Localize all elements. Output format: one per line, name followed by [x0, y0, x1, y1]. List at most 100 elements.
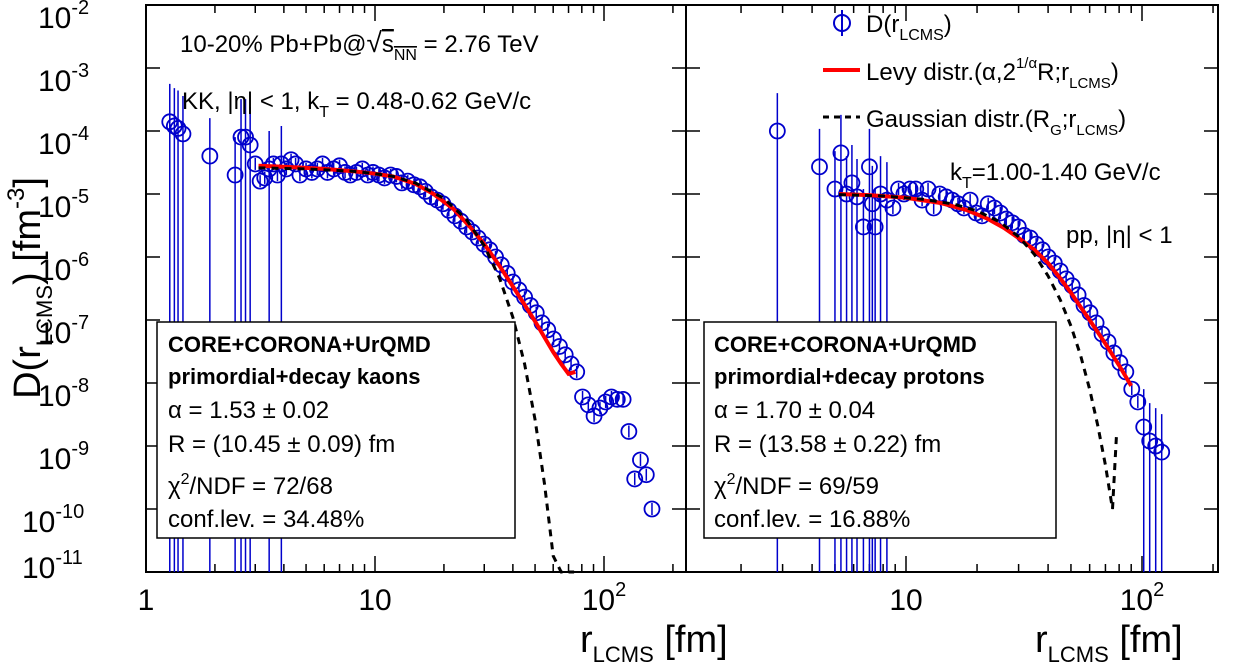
right-x-tick-label-10: 10	[889, 584, 922, 617]
left-data-point	[201, 147, 219, 165]
y-tick-label-1e-8: 10-8	[38, 375, 89, 413]
left-data-point	[597, 393, 615, 411]
left-data-point	[637, 466, 655, 484]
left-x-tick-label-1: 1	[138, 584, 155, 617]
left-x-axis-title: rLCMS [fm]	[580, 619, 728, 662]
left-data-point	[353, 160, 371, 178]
left-data-point	[591, 399, 609, 417]
left-data-point	[226, 166, 244, 184]
right-data-point	[811, 158, 828, 176]
left-x-tick-label-10: 10	[358, 584, 391, 617]
right-x-tick-label-100: 102	[1120, 579, 1165, 617]
right-annotations: kT=1.00-1.40 GeV/c pp, |η| < 1	[950, 159, 1173, 249]
right-fit-chi2: χ2/NDF = 69/59	[714, 471, 879, 500]
right-fit-title-1: CORE+CORONA+UrQMD	[714, 332, 977, 357]
left-data-point	[287, 155, 304, 173]
right-fit-alpha: α = 1.70 ± 0.04	[714, 397, 875, 424]
right-data-point	[866, 218, 884, 236]
left-x-tick-label-100: 102	[582, 579, 627, 617]
left-x-tick-labels: 1 10 102	[138, 579, 627, 617]
left-data-point	[475, 235, 493, 253]
y-tick-label-1e-10: 10-10	[22, 501, 84, 539]
y-tick-label-1e-7: 10-7	[38, 312, 89, 350]
left-kt-label: KK, |η| < 1, kT = 0.48-0.62 GeV/c	[182, 88, 531, 121]
legend-data-marker	[833, 14, 851, 32]
y-tick-label-1e-2: 10-2	[38, 0, 89, 35]
right-data-point	[1009, 218, 1027, 236]
left-data-point	[314, 155, 331, 173]
right-x-tick-labels: 10 102	[889, 579, 1164, 617]
left-data-point	[643, 500, 661, 518]
left-levy-fit-line	[258, 163, 576, 377]
right-data-point	[1135, 418, 1153, 436]
left-data-point	[241, 136, 259, 154]
left-data-point	[556, 346, 574, 364]
left-data-point	[469, 229, 487, 247]
right-data-point	[768, 122, 786, 140]
right-data-point	[1153, 443, 1171, 461]
left-data-point	[463, 223, 481, 241]
left-data-point	[614, 390, 632, 408]
legend-data-entry: D(rLCMS)	[833, 10, 952, 44]
left-fit-alpha: α = 1.53 ± 0.02	[168, 397, 329, 424]
right-fit-conf: conf.lev. = 16.88%	[714, 506, 910, 533]
left-fit-box-frame	[156, 321, 516, 539]
right-plot-frame	[685, 4, 1219, 573]
left-gauss-fit-line	[258, 166, 575, 574]
left-data-point	[256, 169, 274, 187]
y-tick-label-1e-3: 10-3	[38, 60, 89, 98]
right-data-point	[832, 144, 850, 162]
left-annotations: 10-20% Pb+Pb@√sNN = 2.76 TeV KK, |η| < 1…	[180, 27, 539, 121]
left-data-point	[620, 423, 638, 440]
y-axis-title: D(rLCMS) [fm-3]	[3, 177, 57, 399]
right-data-point	[861, 158, 878, 176]
right-data-point	[991, 204, 1009, 222]
left-data-point	[626, 470, 644, 488]
y-tick-label-1e-4: 10-4	[38, 123, 89, 161]
left-fit-radius: R = (10.45 ± 0.09) fm	[168, 431, 395, 458]
right-fit-title-2: primordial+decay protons	[714, 364, 985, 389]
legend-levy-entry: Levy distr.(α,21/αR;rLCMS)	[823, 55, 1119, 92]
y-tick-label-1e-11: 10-11	[22, 547, 83, 585]
svg-text:D(rLCMS) [fm-3]: D(rLCMS) [fm-3]	[3, 177, 57, 399]
left-data-point	[608, 390, 626, 408]
right-data-point	[855, 218, 872, 236]
left-data-point	[169, 119, 187, 137]
y-tick-labels: 10-2 10-3 10-4 10-5 10-6 10-7 10-8 10-9 …	[22, 0, 89, 585]
right-x-axis-title: rLCMS [fm]	[1035, 619, 1183, 662]
left-fit-conf: conf.lev. = 34.48%	[168, 506, 364, 533]
left-system-label: 10-20% Pb+Pb@√sNN = 2.76 TeV	[180, 27, 539, 64]
right-data-point	[1147, 437, 1165, 455]
right-data-point	[1141, 432, 1159, 450]
left-fit-box: CORE+CORONA+UrQMD primordial+decay kaons…	[156, 321, 516, 539]
left-data-point	[251, 172, 269, 190]
left-data-point	[632, 451, 649, 469]
right-data-point	[919, 180, 937, 198]
y-axis-ticks	[146, 4, 1218, 573]
left-fit-title-1: CORE+CORONA+UrQMD	[168, 332, 431, 357]
y-tick-label-1e-6: 10-6	[38, 249, 89, 287]
right-system-label: pp, |η| < 1	[1066, 222, 1173, 249]
y-tick-label-1e-5: 10-5	[38, 186, 89, 224]
legend-data-label: D(rLCMS)	[866, 11, 952, 44]
y-tick-label-1e-9: 10-9	[38, 438, 89, 476]
legend-levy-label: Levy distr.(α,21/αR;rLCMS)	[866, 55, 1119, 92]
legend-gauss-entry: Gaussian distr.(RG;rLCMS)	[823, 106, 1126, 139]
right-data-point	[986, 199, 1003, 217]
x-axis-ticks	[214, 5, 1214, 572]
right-data-point	[884, 199, 902, 217]
right-fit-box: CORE+CORONA+UrQMD primordial+decay proto…	[703, 321, 1057, 539]
left-data-point	[174, 125, 192, 143]
right-kt-label: kT=1.00-1.40 GeV/c	[950, 159, 1161, 192]
legend: D(rLCMS) Levy distr.(α,21/αR;rLCMS) Gaus…	[823, 10, 1126, 139]
right-gauss-fit-line	[838, 193, 1118, 510]
legend-gauss-label: Gaussian distr.(RG;rLCMS)	[866, 106, 1126, 139]
left-fit-title-2: primordial+decay kaons	[168, 364, 421, 389]
right-data-point	[826, 180, 844, 198]
left-data-point	[411, 178, 429, 196]
left-fit-chi2: χ2/NDF = 72/68	[168, 471, 333, 500]
right-data-point	[1129, 393, 1147, 411]
right-fit-radius: R = (13.58 ± 0.22) fm	[714, 431, 941, 458]
right-fit-box-frame	[703, 321, 1057, 539]
